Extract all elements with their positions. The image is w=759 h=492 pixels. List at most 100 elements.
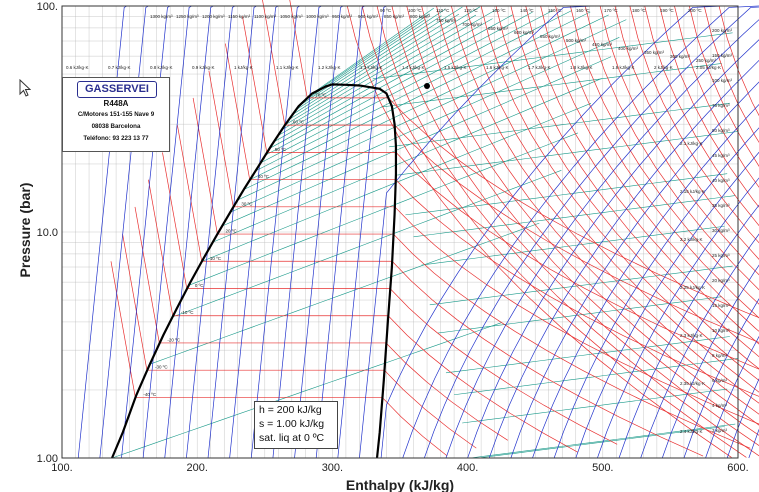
isochore-line — [478, 426, 725, 459]
isentrope-line — [99, 5, 149, 459]
density-label: 500 kg/m³ — [566, 38, 587, 43]
isotherm-line — [346, 5, 732, 458]
isentrope-line — [272, 5, 322, 459]
isentrope-line — [467, 39, 759, 459]
plot-frame — [61, 5, 739, 459]
isochore-line — [229, 37, 620, 213]
isotherm-label: 10 ºC — [210, 256, 222, 261]
isotherm-line — [495, 5, 759, 370]
density-label: 75 kg/m³ — [712, 103, 730, 108]
density-label: 40 kg/m³ — [712, 178, 730, 183]
isotherm-line — [510, 5, 759, 358]
density-label: 450 kg/m³ — [592, 42, 613, 47]
density-label: 3 kg/m³ — [712, 428, 728, 433]
saturation-curve — [111, 83, 398, 459]
isotherm-line — [391, 5, 759, 447]
entropy-label: 1.8 kJ/kg·K — [570, 65, 593, 70]
density-label: 50 kg/m³ — [712, 128, 730, 133]
mouse-cursor-icon — [19, 79, 31, 97]
entropy-label: 2.25 kJ/kg·K — [680, 285, 705, 290]
isotherm-line — [659, 5, 759, 208]
density-label: 4 kg/m³ — [712, 403, 728, 408]
isochore-line — [454, 358, 739, 396]
isotherm-line — [555, 5, 759, 319]
temperature-label: 130 ºC — [492, 8, 506, 13]
density-label: 1100 kg/m³ — [254, 14, 277, 19]
entropy-label: 1.6 kJ/kg·K — [486, 65, 509, 70]
density-label: 900 kg/m³ — [358, 14, 379, 19]
x-tick-label: 500. — [592, 462, 613, 474]
isentrope-line — [597, 177, 759, 459]
logo-phone: Teléfono: 93 223 13 77 — [83, 135, 149, 142]
entropy-label: 0.6 kJ/kg·K — [66, 65, 89, 70]
logo-city: 08038 Barcelona — [91, 123, 141, 130]
isotherm-line — [208, 70, 759, 425]
density-label: 20 kg/m³ — [712, 278, 730, 283]
isentrope-line — [510, 81, 759, 459]
isochore-line — [307, 13, 430, 98]
density-label: 800 kg/m³ — [410, 14, 431, 19]
isotherm-lines — [110, 0, 759, 458]
isotherm-line — [480, 5, 759, 381]
isentrope-line — [77, 5, 128, 459]
temperature-label: 200 ºC — [688, 8, 702, 13]
isentrope-line — [250, 5, 301, 459]
isochore-line — [413, 195, 736, 238]
x-tick-label: 100. — [51, 462, 72, 474]
entropy-label: 1.2 kJ/kg·K — [318, 65, 341, 70]
isotherm-line — [465, 5, 759, 393]
isotherm-label: 50 ºC — [275, 147, 287, 152]
isotherm-line — [688, 5, 759, 167]
density-label: 1200 kg/m³ — [202, 14, 225, 19]
isochore-line — [264, 11, 533, 156]
isotherm-line — [644, 5, 759, 227]
isotherm-line — [599, 5, 759, 276]
temperature-label: 120 ºC — [464, 8, 478, 13]
density-label: 250 kg/m³ — [696, 58, 717, 63]
isentrope-line — [424, 6, 759, 459]
isochore-lines — [111, 6, 739, 459]
x-tick-label: 200. — [186, 462, 207, 474]
y-tick-label: 1.00 — [37, 453, 58, 465]
isotherm-line — [718, 5, 759, 117]
density-label: 6 kg/m³ — [712, 378, 728, 383]
isotherm-line — [225, 43, 759, 397]
isotherm-label: -20 ºC — [167, 337, 180, 342]
entropy-label: 0.8 kJ/kg·K — [150, 65, 173, 70]
entropy-label: 2.1 kJ/kg·K — [680, 141, 703, 146]
isochore-line — [421, 225, 725, 266]
density-label: 1300 kg/m³ — [150, 14, 173, 19]
entropy-label: 2.2 kJ/kg·K — [680, 237, 703, 242]
entropy-label: 2.4 kJ/kg·K — [680, 429, 703, 434]
temperature-label: 110 ºC — [436, 8, 450, 13]
isotherm-line — [703, 5, 759, 143]
isentrope-line — [532, 103, 759, 459]
y-axis-title: Pressure (bar) — [17, 183, 33, 278]
isochore-line — [212, 78, 602, 243]
brand-logo: GASSERVEI — [77, 81, 157, 98]
density-label: 8 kg/m³ — [712, 353, 728, 358]
density-label: 650 kg/m³ — [488, 26, 509, 31]
entropy-label: 2.05 kJ/kg·K — [696, 65, 721, 70]
temperature-label: 190 ºC — [660, 8, 674, 13]
density-label: 750 kg/m³ — [436, 18, 457, 23]
critical-point-marker — [424, 83, 430, 89]
isotherm-label: -10 ºC — [181, 310, 194, 315]
temperature-label: 170 ºC — [604, 8, 618, 13]
temperature-label: 180 ºC — [632, 8, 646, 13]
entropy-label: 1 kJ/kg·K — [234, 65, 253, 70]
entropy-label: 2.15 kJ/kg·K — [680, 189, 705, 194]
isentrope-line — [294, 5, 344, 459]
density-label: 1150 kg/m³ — [228, 14, 251, 19]
isentrope-line — [164, 5, 214, 459]
entropy-label: 2.3 kJ/kg·K — [680, 333, 703, 338]
isentrope-line — [683, 298, 759, 459]
isochore-line — [291, 6, 463, 116]
isochore-line — [295, 15, 442, 111]
annotation-entropy: s = 1.00 kJ/kg — [259, 418, 325, 430]
entropy-label: 0.7 kJ/kg·K — [108, 65, 131, 70]
isochore-line — [372, 32, 733, 80]
isotherm-line — [614, 5, 759, 260]
density-label: 1250 kg/m³ — [176, 14, 199, 19]
density-label: 300 kg/m³ — [670, 54, 691, 59]
